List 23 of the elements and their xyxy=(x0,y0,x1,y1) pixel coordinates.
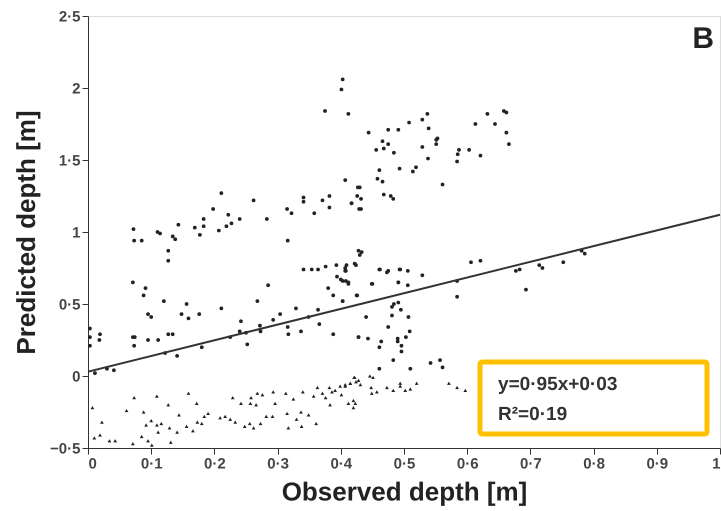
x-tick-label: 0·9 xyxy=(646,456,668,472)
y-tick-label: 0 xyxy=(72,368,80,386)
x-axis-title: Observed depth [m] xyxy=(282,476,528,506)
x-tick-label: 0·7 xyxy=(520,456,542,472)
x-tick-label: 0·2 xyxy=(204,456,226,472)
x-tick-label: 0·3 xyxy=(267,456,289,472)
x-tick-label: 0·1 xyxy=(140,456,163,472)
annotation: B xyxy=(692,22,714,55)
y-tick-label: 1 xyxy=(72,224,80,242)
x-tick-label: 0·6 xyxy=(456,456,479,472)
y-tick-label: 0·5 xyxy=(58,296,80,314)
x-tick-label: 0·5 xyxy=(394,456,416,472)
y-tick-label: 1·5 xyxy=(58,152,80,170)
y-axis-title: Predicted depth [m] xyxy=(11,110,42,355)
annotation: R²=0·19 xyxy=(498,404,568,425)
y-tick-label: 2·5 xyxy=(58,8,80,26)
x-tick-label: 0·4 xyxy=(330,456,353,472)
annotation: y=0·95x+0·03 xyxy=(498,374,618,395)
x-tick-label: 0 xyxy=(88,456,97,472)
y-tick-label: 2 xyxy=(72,80,80,98)
y-tick-label: −0·5 xyxy=(50,440,80,458)
x-tick-label: 1 xyxy=(712,456,720,472)
x-tick-label: 0·8 xyxy=(583,456,605,472)
